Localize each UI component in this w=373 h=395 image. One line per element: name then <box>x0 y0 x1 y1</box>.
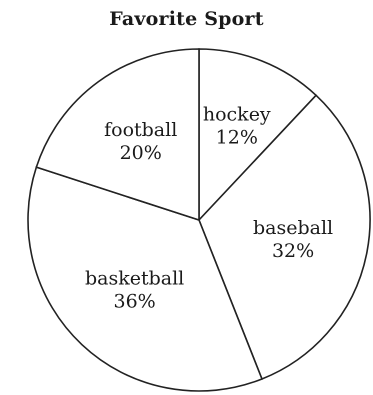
slice-value-football: 20% <box>120 142 162 164</box>
slice-value-basketball: 36% <box>114 291 156 313</box>
slice-label-baseball: baseball <box>253 217 333 239</box>
slice-value-baseball: 32% <box>272 240 314 262</box>
pie-slice-basketball <box>27 166 263 392</box>
pie-slice-hockey <box>198 48 318 223</box>
slice-label-hockey: hockey <box>203 104 271 126</box>
pie-slices <box>27 48 371 392</box>
slice-value-hockey: 12% <box>216 127 258 149</box>
slice-label-basketball: basketball <box>85 268 184 290</box>
chart-title: Favorite Sport <box>109 8 264 30</box>
slice-label-football: football <box>104 119 177 141</box>
pie-slice-football <box>35 48 200 222</box>
pie-slice-baseball <box>198 94 371 381</box>
